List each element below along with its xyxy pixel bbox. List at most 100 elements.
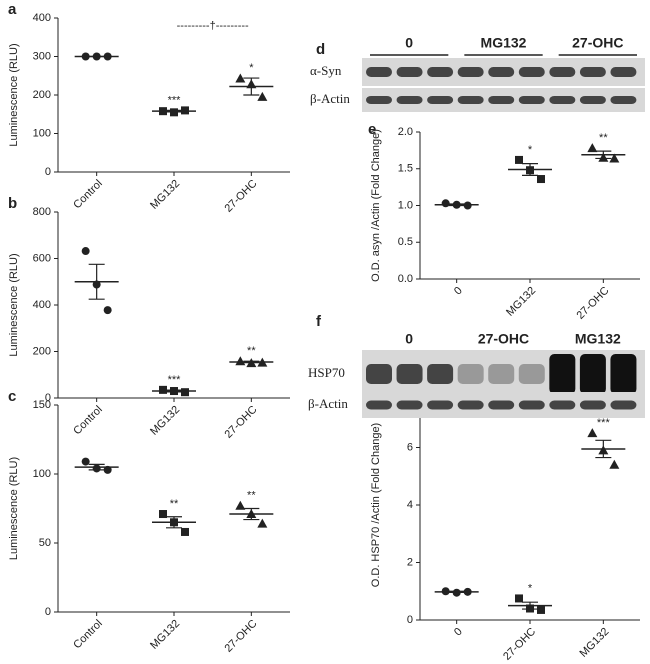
significance-label: *** xyxy=(597,417,611,429)
y-tick-label: 50 xyxy=(39,537,51,549)
error-bar xyxy=(448,590,465,593)
blot-band xyxy=(518,96,545,104)
blot-row-label: HSP70 xyxy=(308,365,345,380)
y-axis-label: Luminescence (RLU) xyxy=(8,253,20,356)
error-bar xyxy=(522,163,538,176)
y-axis-label: Luminescence (RLU) xyxy=(8,457,20,560)
blot-band xyxy=(579,354,606,394)
blot-band xyxy=(427,67,454,77)
y-tick-label: 1.0 xyxy=(398,199,413,211)
data-point xyxy=(81,247,90,256)
data-point xyxy=(181,106,189,115)
panel-label: a xyxy=(8,1,17,18)
y-tick-label: 0 xyxy=(45,392,51,404)
y-tick-label: 800 xyxy=(33,206,51,218)
significance-label: * xyxy=(249,62,254,74)
error-bar xyxy=(166,389,182,393)
blot-band xyxy=(366,67,392,77)
blot-band xyxy=(488,67,515,77)
significance-label: *** xyxy=(168,94,182,106)
lane-group-label: MG132 xyxy=(481,35,527,51)
blot-band xyxy=(579,96,606,104)
data-point xyxy=(515,155,523,164)
error-bar xyxy=(166,516,182,529)
blot-band xyxy=(396,364,423,384)
blot-band xyxy=(457,96,484,104)
error-bar xyxy=(448,203,465,207)
error-bar xyxy=(243,360,260,364)
data-point xyxy=(235,73,246,83)
blot-row-label: β-Actin xyxy=(310,91,350,106)
blot-band xyxy=(396,400,423,410)
blot-band xyxy=(579,67,606,77)
data-point xyxy=(537,605,545,614)
y-tick-label: 400 xyxy=(33,12,51,24)
significance-label: * xyxy=(528,582,533,594)
blot-band xyxy=(518,400,545,410)
blot-band xyxy=(396,96,423,104)
y-tick-label: 200 xyxy=(33,89,51,101)
y-tick-label: 100 xyxy=(33,127,51,139)
significance-label: *** xyxy=(168,374,182,386)
panel-label: e xyxy=(368,121,376,138)
blot-band xyxy=(610,400,637,410)
lane-group-label: 27-OHC xyxy=(478,331,529,347)
y-tick-label: 0 xyxy=(45,606,51,618)
significance-label: ** xyxy=(247,490,256,502)
data-point xyxy=(609,459,620,469)
blot-band xyxy=(366,400,392,410)
blot-band xyxy=(518,364,545,384)
y-axis-label: O.D. HSP70 /Actin (Fold Change) xyxy=(370,423,382,587)
blot-band xyxy=(610,67,637,77)
error-bar xyxy=(88,463,105,471)
y-tick-label: 0 xyxy=(45,166,51,178)
significance-label: ** xyxy=(599,132,608,144)
blot-band xyxy=(579,400,606,410)
y-tick-label: 400 xyxy=(33,299,51,311)
y-axis-label: Luminescence (RLU) xyxy=(8,43,20,146)
y-tick-label: 200 xyxy=(33,345,51,357)
significance-label: * xyxy=(528,144,533,156)
y-tick-label: 6 xyxy=(407,441,413,453)
data-point xyxy=(441,199,450,208)
y-tick-label: 2 xyxy=(407,556,413,568)
data-point xyxy=(159,385,167,394)
data-point xyxy=(103,465,112,474)
y-tick-label: 0.0 xyxy=(398,273,413,285)
blot-band xyxy=(427,364,454,384)
bracket-label: ---------†--------- xyxy=(177,20,249,32)
lane-group-label: 0 xyxy=(405,35,413,51)
error-bar xyxy=(595,439,612,459)
data-point xyxy=(587,428,598,438)
error-bar xyxy=(88,263,105,300)
y-tick-label: 2.0 xyxy=(398,126,413,138)
y-tick-label: 300 xyxy=(33,50,51,62)
blot-row-label: β-Actin xyxy=(308,396,348,411)
panel-label: c xyxy=(8,388,16,405)
error-bar xyxy=(243,507,260,521)
significance-label: ** xyxy=(247,345,256,357)
data-point xyxy=(235,356,246,366)
blot-band xyxy=(457,364,484,384)
blot-band xyxy=(457,400,484,410)
blot-band xyxy=(366,364,392,384)
data-point xyxy=(537,175,545,184)
blot-band xyxy=(518,67,545,77)
y-tick-label: 600 xyxy=(33,252,51,264)
blot-band xyxy=(549,400,576,410)
panel-label: d xyxy=(316,41,325,58)
error-bar xyxy=(522,601,538,610)
blot-band xyxy=(549,354,576,394)
blot-band xyxy=(427,400,454,410)
y-tick-label: 150 xyxy=(33,399,51,411)
error-bar xyxy=(595,150,612,160)
y-tick-label: 4 xyxy=(407,499,413,511)
blot-band xyxy=(549,96,576,104)
blot-row-label: α-Syn xyxy=(310,63,342,78)
data-point xyxy=(587,143,598,153)
blot-band xyxy=(610,96,637,104)
data-point xyxy=(81,457,90,466)
error-bar xyxy=(243,77,260,96)
data-point xyxy=(181,527,189,536)
